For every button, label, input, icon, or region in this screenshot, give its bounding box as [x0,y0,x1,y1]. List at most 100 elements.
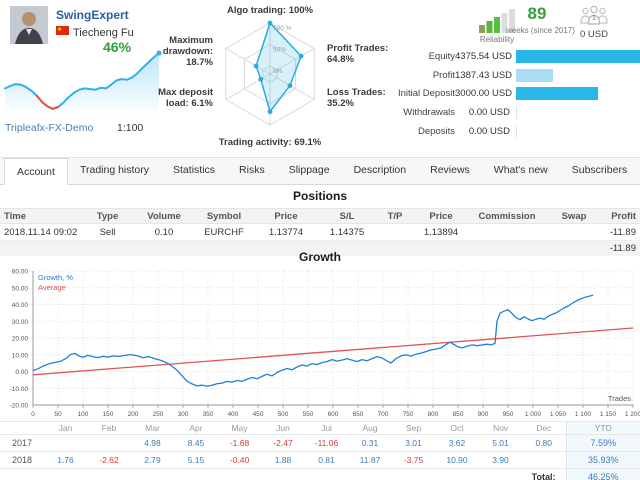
stat-row-profit: Profit 1387.43 USD [330,66,640,85]
tab-reviews[interactable]: Reviews [430,164,470,176]
month-header-sep: Sep [392,421,435,435]
position-cell [545,223,603,241]
account-stats: Equity 4375.54 USD Profit 1387.43 USD Initia… [330,47,640,141]
svg-text:50%: 50% [273,47,286,54]
month-header-apr: Apr [174,421,218,435]
growth-section: Growth 60.00 50.00 40.00 30.00 20.00 10.00 0.0… [0,250,640,426]
tab-description[interactable]: Description [353,164,407,176]
tab-subscribers[interactable]: Subscribers [571,164,628,176]
column-header-volume: Volume [135,208,193,224]
month-header-mar: Mar [131,421,174,435]
month-value: -3.75 [392,451,435,469]
stat-value: 1387.43 USD [455,69,513,81]
broker-link[interactable]: Tripleafx-FX-Demo [5,122,94,134]
avatar-photo [10,6,48,44]
weeks-widget: 89 weeks (since 2017) [506,4,575,35]
column-header-t-p: T/P [377,208,413,224]
month-value: -2.47 [261,434,305,452]
month-value: -2.62 [87,451,131,469]
position-cell: 0.10 [135,223,193,241]
stat-row-equity: Equity 4375.54 USD [330,47,640,66]
month-value: 0.81 [305,451,348,469]
month-header-dec: Dec [522,421,566,435]
column-header-swap: Swap [545,208,603,224]
subscribers-count: 1 [592,15,596,22]
leverage-value: 1:100 [117,122,144,134]
tab-slippage[interactable]: Slippage [288,164,330,176]
stat-bar [516,125,640,139]
column-header-type: Type [80,208,135,224]
tab-what-s-new[interactable]: What's new [493,164,548,176]
radar-label-maximum-drawdown: 18.7% [186,57,213,68]
svg-text:850: 850 [453,411,464,418]
month-header-blank [0,421,44,435]
positions-table: Time Type Volume Symbol Price S/L T/P Price Comm… [0,208,640,256]
stat-value: 3000.00 USD [455,88,513,100]
month-header-nov: Nov [479,421,522,435]
column-header-commission: Commission [469,208,545,224]
stat-row-initial-deposit: Initial Deposit 3000.00 USD [330,85,640,104]
svg-text:60.00: 60.00 [12,269,29,276]
legend-average: Average [38,283,66,292]
year-row-2018: 2018 1.76 -2.62 2.79 5.15 -0.40 1.88 0.81 11.87-… [0,451,640,469]
position-cell: 1.13774 [255,223,317,241]
tab-account[interactable]: Account [4,158,68,185]
radar-label-maximum-drawdown: Maximum [169,35,213,46]
subscribers-funds-amount: 0 USD [580,29,608,40]
svg-text:1 100: 1 100 [575,411,592,418]
author-name[interactable]: Tiecheng Fu [73,27,134,39]
month-value [87,434,131,452]
total-label: Total: [0,468,566,480]
stat-label: Equity [428,50,455,62]
svg-text:150: 150 [103,411,114,418]
ytd-value: 7.59% [565,434,640,452]
month-value: 0.80 [522,434,566,452]
svg-text:700: 700 [378,411,389,418]
svg-text:1 050: 1 050 [550,411,567,418]
month-value: 3.90 [479,451,522,469]
tab-risks[interactable]: Risks [239,164,265,176]
radar-label-profit-trades: Profit Trades: [327,43,388,54]
subscribers-group-icon: 1 [568,4,620,28]
column-header-profit: Profit [603,208,640,224]
avatar[interactable] [10,6,48,44]
year-label: 2018 [0,451,44,469]
year-row-2017: 2017 4.98 8.45 -1.68 -2.47 -11.06 0.31 3.01 3.62… [0,434,640,452]
stat-bar [516,49,640,63]
svg-text:40.00: 40.00 [12,302,29,309]
svg-text:0.00: 0.00 [15,369,28,376]
svg-text:100: 100 [78,411,89,418]
stat-label: Withdrawals [403,107,455,119]
position-row: 2018.11.14 09:02 Sell 0.10 EURCHF 1.13774 1.1… [0,223,640,241]
column-header-symbol: Symbol [193,208,255,224]
stat-bar [516,87,640,101]
svg-text:100 %: 100 % [273,25,292,32]
radar-label-trading-activity: Trading activity: 69.1% [219,137,322,148]
tab-trading-history[interactable]: Trading history [79,164,150,176]
stat-label: Profit [432,69,455,81]
month-value: -11.06 [305,434,348,452]
year-label: 2017 [0,434,44,452]
radar-label-maximum-drawdown: drawdown: [163,46,213,57]
tab-bar: Account Trading history Statistics Risks Sli… [0,157,640,185]
tab-statistics[interactable]: Statistics [173,164,216,176]
statistics-radar-chart: 100 % 50% 0% Algo trading: 100% Profit Trade… [157,2,392,154]
signal-name-link[interactable]: SwingExpert [56,8,129,22]
legend-growth: Growth, % [38,273,73,282]
month-value: 0.31 [348,434,392,452]
svg-text:400: 400 [228,411,239,418]
stat-value: 0.00 USD [468,126,510,138]
position-cell: Sell [80,223,135,241]
stat-bar [516,68,640,82]
month-value: 11.87 [348,451,392,469]
month-header-ytd: YTD [565,421,640,435]
month-header-jan: Jan [44,421,87,435]
month-header-jun: Jun [261,421,305,435]
svg-text:0%: 0% [273,68,283,75]
radar-label-algo-trading: Algo trading: 100% [227,5,314,16]
svg-text:1 000: 1 000 [525,411,542,418]
reliability-label: Reliability [479,35,515,44]
x-axis-label: Trades [608,394,631,403]
month-value: 5.15 [174,451,218,469]
svg-text:30.00: 30.00 [12,319,29,326]
